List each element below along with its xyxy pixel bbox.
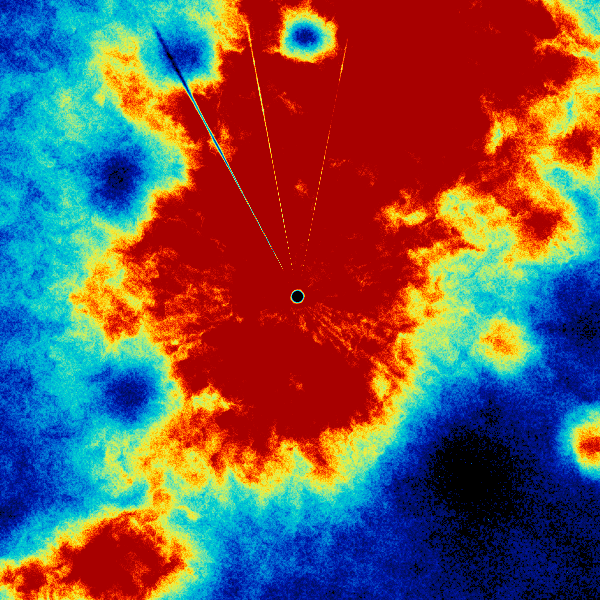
radar-reflectivity-canvas[interactable]: [0, 0, 600, 600]
radar-display[interactable]: Base Reflectivity dBZ No Data: [0, 0, 600, 600]
